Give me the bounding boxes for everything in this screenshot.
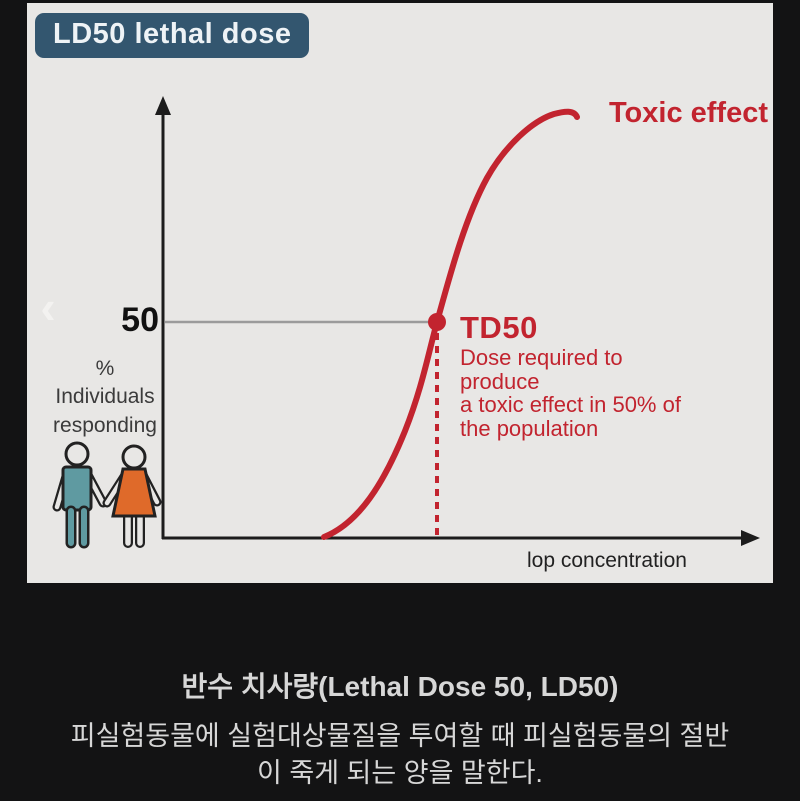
td50-point (428, 313, 446, 331)
infographic-slide: LD50 lethal dose Toxic effect TD50 Dose … (27, 3, 773, 583)
caption-block: 반수 치사량(Lethal Dose 50, LD50) 피실험동물에 실험대상… (0, 665, 800, 793)
y-axis-title: % Individuals responding (45, 355, 165, 440)
td50-description: Dose required to produce a toxic effect … (460, 346, 700, 440)
td50-heading: TD50 (460, 310, 538, 345)
x-axis-title: lop concentration (527, 549, 687, 572)
td50-description-line: the population (460, 415, 599, 441)
x-axis-arrow-icon (741, 530, 760, 546)
dose-response-curve (321, 108, 580, 540)
caption-body: 피실험동물에 실험대상물질을 투여할 때 피실험동물의 절반 이 죽게 되는 양… (0, 718, 800, 793)
caption-body-line: 이 죽게 되는 양을 말한다. (257, 758, 543, 789)
y-axis-title-line: Individuals (55, 385, 155, 409)
y-axis-title-line: % (95, 357, 115, 380)
people-icon (52, 441, 162, 549)
toxic-effect-label: Toxic effect (609, 97, 769, 129)
caption-body-line: 피실험동물에 실험대상물질을 투여할 때 피실험동물의 절반 (70, 721, 730, 751)
caption-title: 반수 치사량(Lethal Dose 50, LD50) (181, 671, 619, 702)
carousel-prev-icon[interactable]: ‹ (40, 281, 56, 333)
td50-description-line: Dose required to produce (460, 345, 623, 394)
dose-response-chart (52, 96, 760, 549)
td50-description-line: a toxic effect in 50% of (460, 392, 681, 418)
title-badge: LD50 lethal dose (35, 13, 310, 58)
y-axis-title-line: responding (53, 413, 157, 437)
y-tick-50-label: 50 (121, 301, 159, 339)
y-axis-arrow-icon (155, 96, 171, 115)
